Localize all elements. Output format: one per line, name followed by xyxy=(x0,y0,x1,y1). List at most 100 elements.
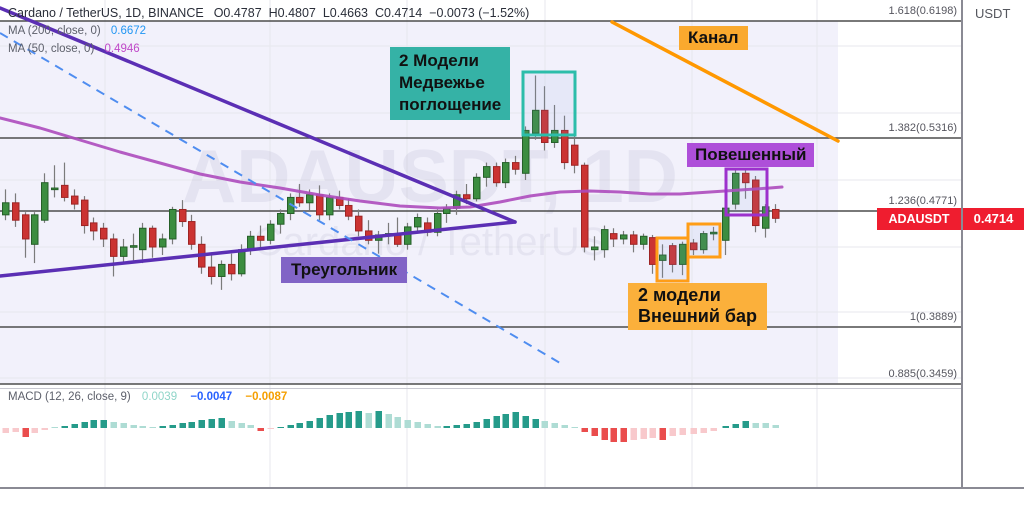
fib-level-label: 1.236(0.4771) xyxy=(888,195,958,207)
macd-histogram-bar xyxy=(502,414,509,428)
macd-histogram-bar xyxy=(326,415,333,428)
macd-histogram-bar xyxy=(532,419,539,428)
candle-body xyxy=(139,227,147,251)
candle-body xyxy=(277,213,285,225)
annotation-channel-label[interactable]: Канал xyxy=(679,26,748,51)
ma50-value: 0.4946 xyxy=(104,43,140,55)
macd-histogram-bar xyxy=(414,422,421,428)
macd-histogram-bar xyxy=(316,418,323,428)
candle-body xyxy=(208,266,216,277)
annotation-outside-bar-label[interactable]: 2 модели Внешний бар xyxy=(628,283,768,330)
candle-body xyxy=(316,194,324,216)
macd-pane-canvas[interactable] xyxy=(0,388,962,487)
candle-body xyxy=(257,235,265,241)
ma50-label: MA (50, close, 0) xyxy=(8,43,95,55)
fib-level-label: 1.382(0.5316) xyxy=(888,122,958,134)
macd-histogram-bar xyxy=(453,425,460,428)
macd-histogram-bar xyxy=(81,422,88,428)
watermark-symbol: ADAUSDT, 1D xyxy=(182,134,678,218)
high-label: H xyxy=(268,6,278,20)
macd-histogram-bar xyxy=(228,421,235,428)
ma200-legend-row[interactable]: MA (200, close, 0) 0.6672 xyxy=(8,25,146,37)
candle-body xyxy=(169,208,177,240)
candle-body xyxy=(218,263,226,277)
pattern-box xyxy=(655,236,690,283)
candle-body xyxy=(601,229,609,251)
macd-line-value: −0.0047 xyxy=(190,391,233,403)
candle-body xyxy=(149,227,157,248)
candle-body xyxy=(620,234,628,240)
price-axis[interactable]: USDT 0.4714 xyxy=(963,0,1024,487)
macd-histogram-bar xyxy=(640,428,647,439)
annotation-triangle-label[interactable]: Треугольник xyxy=(281,257,408,284)
channel-trendline xyxy=(610,20,840,143)
pattern-box xyxy=(521,70,577,137)
candle-body xyxy=(752,179,760,227)
candle-body xyxy=(2,202,10,216)
macd-histogram-bar xyxy=(649,428,656,438)
macd-histogram-bar xyxy=(551,423,558,428)
ma50-legend-row[interactable]: MA (50, close, 0) 0.4946 xyxy=(8,43,140,55)
macd-histogram-bar xyxy=(90,420,97,428)
annotation-line: 2 модели xyxy=(638,285,721,305)
macd-legend-row[interactable]: MACD (12, 26, close, 9) 0.0039 −0.0047 −… xyxy=(8,391,287,403)
macd-histogram-bar xyxy=(679,428,686,435)
annotation-line: поглощение xyxy=(399,95,502,114)
fib-level-label: 1(0.3889) xyxy=(909,311,957,323)
symbol-legend-row[interactable]: Cardano / TetherUS, 1D, BINANCE O0.4787 H… xyxy=(8,6,529,20)
candle-body xyxy=(179,208,187,223)
candle-body xyxy=(404,226,412,245)
candle-body xyxy=(591,246,599,251)
macd-histogram-bar xyxy=(247,425,254,428)
candle-body xyxy=(512,162,520,170)
triangle-trendline xyxy=(0,220,517,278)
macd-histogram-bar xyxy=(12,428,19,432)
candle-body xyxy=(502,162,510,184)
candle-body xyxy=(267,223,275,241)
candle-body xyxy=(355,215,363,232)
fib-level-label: 0.885(0.3459) xyxy=(888,368,958,380)
candle-body xyxy=(669,245,677,265)
macd-histogram-bar xyxy=(659,428,666,440)
pattern-box xyxy=(724,167,769,217)
annotation-bearish-engulfing-label[interactable]: 2 Модели Медвежье поглощение xyxy=(390,47,511,120)
macd-histogram-bar xyxy=(51,427,58,428)
candle-body xyxy=(247,235,255,251)
candle-body xyxy=(345,204,353,217)
macd-histogram-bar xyxy=(732,424,739,428)
macd-histogram-bar xyxy=(306,421,313,428)
low-label: L xyxy=(322,6,330,20)
time-axis-divider xyxy=(0,487,1024,489)
axis-currency-label: USDT xyxy=(975,6,1011,21)
candle-body xyxy=(296,196,304,204)
macd-histogram-bar xyxy=(110,422,117,428)
candle-body xyxy=(532,109,540,134)
macd-histogram-bar xyxy=(424,424,431,428)
time-axis[interactable] xyxy=(0,489,1024,518)
macd-histogram-bar xyxy=(179,423,186,428)
low-value: 0.4663 xyxy=(329,6,369,20)
macd-histogram-bar xyxy=(267,428,274,429)
macd-histogram-bar xyxy=(287,425,294,428)
macd-histogram-bar xyxy=(277,427,284,428)
symbol-price-label-badge[interactable]: ADAUSDT xyxy=(877,208,961,230)
candle-body xyxy=(522,129,530,174)
candle-body xyxy=(659,254,667,261)
price-axis-divider xyxy=(961,0,963,518)
ma50-line xyxy=(0,116,784,210)
candle-body xyxy=(81,199,89,227)
annotation-hanging-man-label[interactable]: Повешенный xyxy=(687,143,815,168)
macd-histogram-bar xyxy=(630,428,637,440)
candle-body xyxy=(22,214,30,240)
candle-body xyxy=(640,235,648,245)
candle-body xyxy=(188,221,196,245)
change-value: −0.0073 (−1.52%) xyxy=(429,6,530,20)
fib-level-label: 1.618(0.6198) xyxy=(888,5,958,17)
macd-histogram-bar xyxy=(198,420,205,428)
candle-body xyxy=(159,238,167,248)
last-price-badge[interactable]: 0.4714 xyxy=(963,208,1024,230)
candle-body xyxy=(772,208,780,219)
macd-histogram-bar xyxy=(394,417,401,428)
pane-divider[interactable] xyxy=(0,388,962,389)
